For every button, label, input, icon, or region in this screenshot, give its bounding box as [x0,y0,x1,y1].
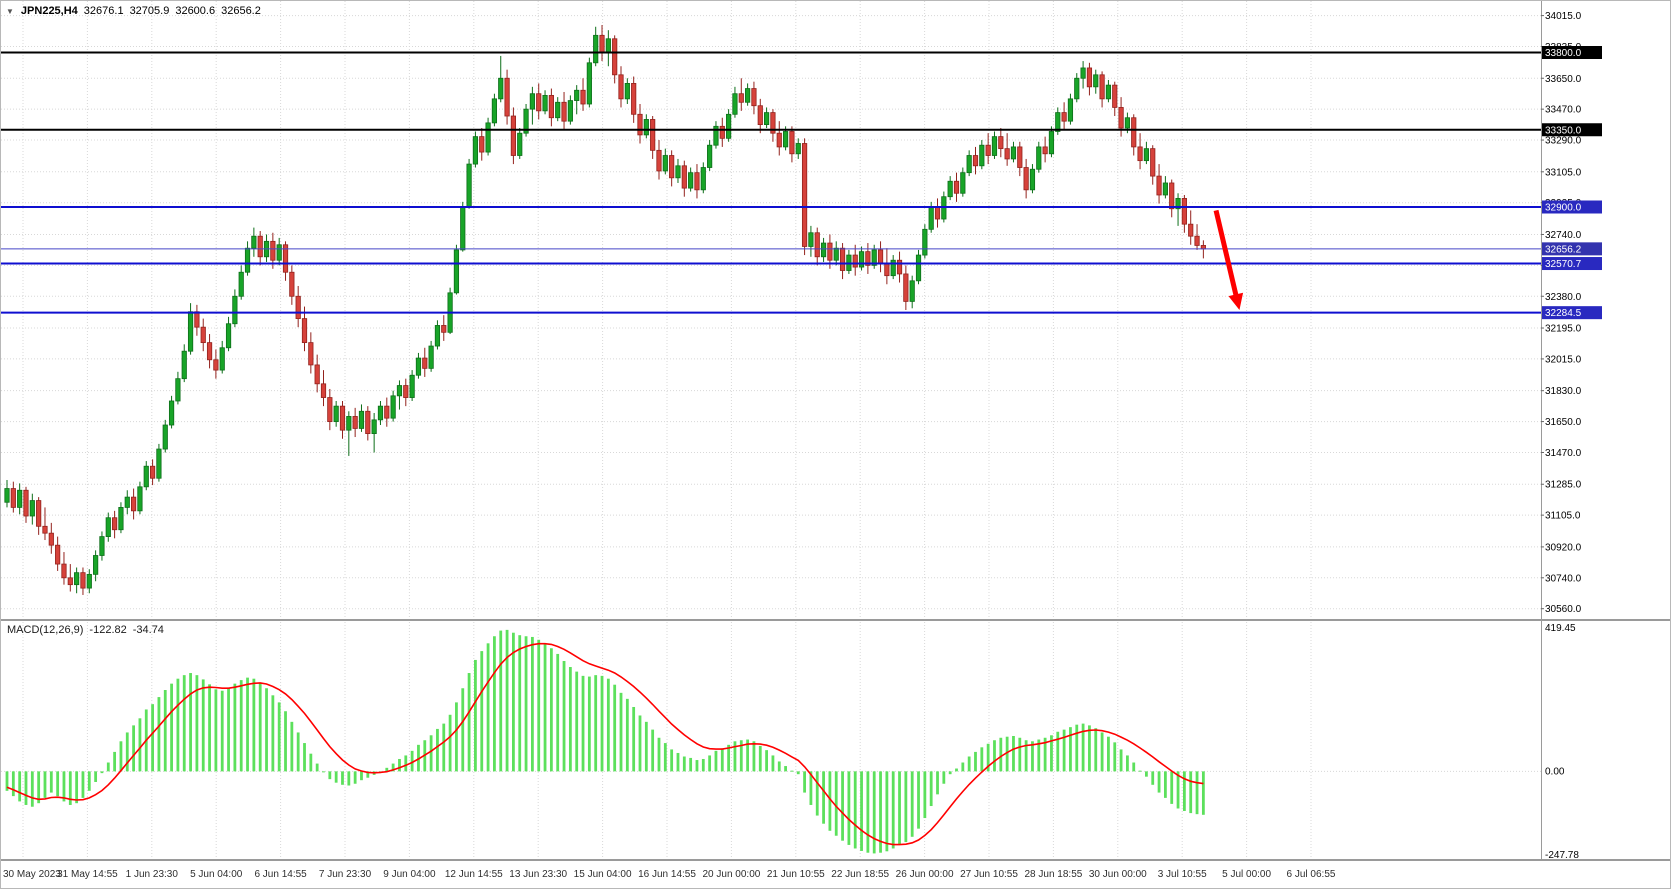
svg-text:27 Jun 10:55: 27 Jun 10:55 [960,869,1018,880]
svg-text:22 Jun 18:55: 22 Jun 18:55 [831,869,889,880]
svg-text:9 Jun 04:00: 9 Jun 04:00 [383,869,436,880]
price-badges: 33800.0 33350.0 32900.0 32570.7 32284.5 32656… [1542,46,1602,320]
svg-text:32380.0: 32380.0 [1545,292,1582,303]
svg-text:6 Jul 06:55: 6 Jul 06:55 [1287,869,1336,880]
candles-layer [4,25,1206,595]
svg-text:33800.0: 33800.0 [1545,48,1582,59]
svg-text:33105.0: 33105.0 [1545,167,1582,178]
chart-expand-icon[interactable]: ▼ [6,6,14,16]
svg-text:32740.0: 32740.0 [1545,230,1582,241]
svg-text:33350.0: 33350.0 [1545,125,1582,136]
svg-text:21 Jun 10:55: 21 Jun 10:55 [767,869,825,880]
svg-text:13 Jun 23:30: 13 Jun 23:30 [509,869,567,880]
svg-text:31650.0: 31650.0 [1545,417,1582,428]
price-badge [1542,306,1602,320]
macd-signal-value: -34.74 [132,624,164,636]
svg-text:31470.0: 31470.0 [1545,448,1582,459]
bar-close-value: 32656.2 [221,5,261,17]
svg-text:32656.2: 32656.2 [1545,244,1582,255]
svg-text:31 May 14:55: 31 May 14:55 [57,869,118,880]
price-badge [1542,46,1602,59]
svg-text:30 Jun 00:00: 30 Jun 00:00 [1089,869,1147,880]
svg-text:1 Jun 23:30: 1 Jun 23:30 [126,869,179,880]
trend-arrow[interactable] [1213,209,1240,302]
svg-text:28 Jun 18:55: 28 Jun 18:55 [1024,869,1082,880]
symbol-info: ▼ JPN225,H4 32676.1 32705.9 32600.6 3265… [6,5,261,17]
svg-text:32284.5: 32284.5 [1545,308,1582,319]
macd-signal-line [6,642,1204,846]
bar-low-value: 32600.6 [175,5,216,17]
symbol-name: JPN225,H4 [20,5,78,17]
svg-text:-247.78: -247.78 [1545,850,1579,861]
grid-layer [1,1,1541,859]
macd-histogram [5,629,1205,854]
macd-name: MACD(12,26,9) [7,624,84,636]
svg-text:34015.0: 34015.0 [1545,11,1582,22]
svg-text:12 Jun 14:55: 12 Jun 14:55 [445,869,503,880]
macd-indicator-label: MACD(12,26,9) -122.82 -34.74 [7,624,164,636]
trend-arrow-head[interactable] [1228,292,1244,310]
bar-high-value: 32705.9 [129,5,170,17]
macd-main-value: -122.82 [89,624,127,636]
price-badge [1542,257,1602,271]
price-axis: 34015.033835.033650.033470.033290.033105… [1541,11,1582,861]
bar-open-value: 32676.1 [83,5,124,17]
svg-text:7 Jun 23:30: 7 Jun 23:30 [319,869,372,880]
svg-text:33650.0: 33650.0 [1545,74,1582,85]
svg-text:15 Jun 04:00: 15 Jun 04:00 [574,869,632,880]
price-badge [1542,242,1602,256]
svg-text:419.45: 419.45 [1545,623,1576,634]
svg-text:30 May 2023: 30 May 2023 [3,869,61,880]
svg-text:20 Jun 00:00: 20 Jun 00:00 [702,869,760,880]
svg-text:30560.0: 30560.0 [1545,604,1582,615]
svg-text:31285.0: 31285.0 [1545,480,1582,491]
svg-text:32015.0: 32015.0 [1545,354,1582,365]
svg-text:32900.0: 32900.0 [1545,203,1582,214]
price-badge [1542,123,1602,137]
svg-text:31830.0: 31830.0 [1545,386,1582,397]
svg-text:0.00: 0.00 [1545,766,1565,777]
svg-text:30740.0: 30740.0 [1545,573,1582,584]
svg-text:6 Jun 14:55: 6 Jun 14:55 [254,869,307,880]
svg-text:30920.0: 30920.0 [1545,542,1582,553]
svg-text:31105.0: 31105.0 [1545,511,1581,522]
svg-text:33470.0: 33470.0 [1545,105,1582,116]
svg-text:5 Jul 00:00: 5 Jul 00:00 [1222,869,1271,880]
svg-text:33290.0: 33290.0 [1545,136,1582,147]
svg-text:32195.0: 32195.0 [1545,324,1582,335]
svg-text:16 Jun 14:55: 16 Jun 14:55 [638,869,696,880]
svg-text:32570.7: 32570.7 [1545,259,1582,270]
svg-text:26 Jun 00:00: 26 Jun 00:00 [896,869,954,880]
svg-text:5 Jun 04:00: 5 Jun 04:00 [190,869,243,880]
price-badge [1542,200,1602,214]
svg-text:3 Jul 10:55: 3 Jul 10:55 [1158,869,1207,880]
